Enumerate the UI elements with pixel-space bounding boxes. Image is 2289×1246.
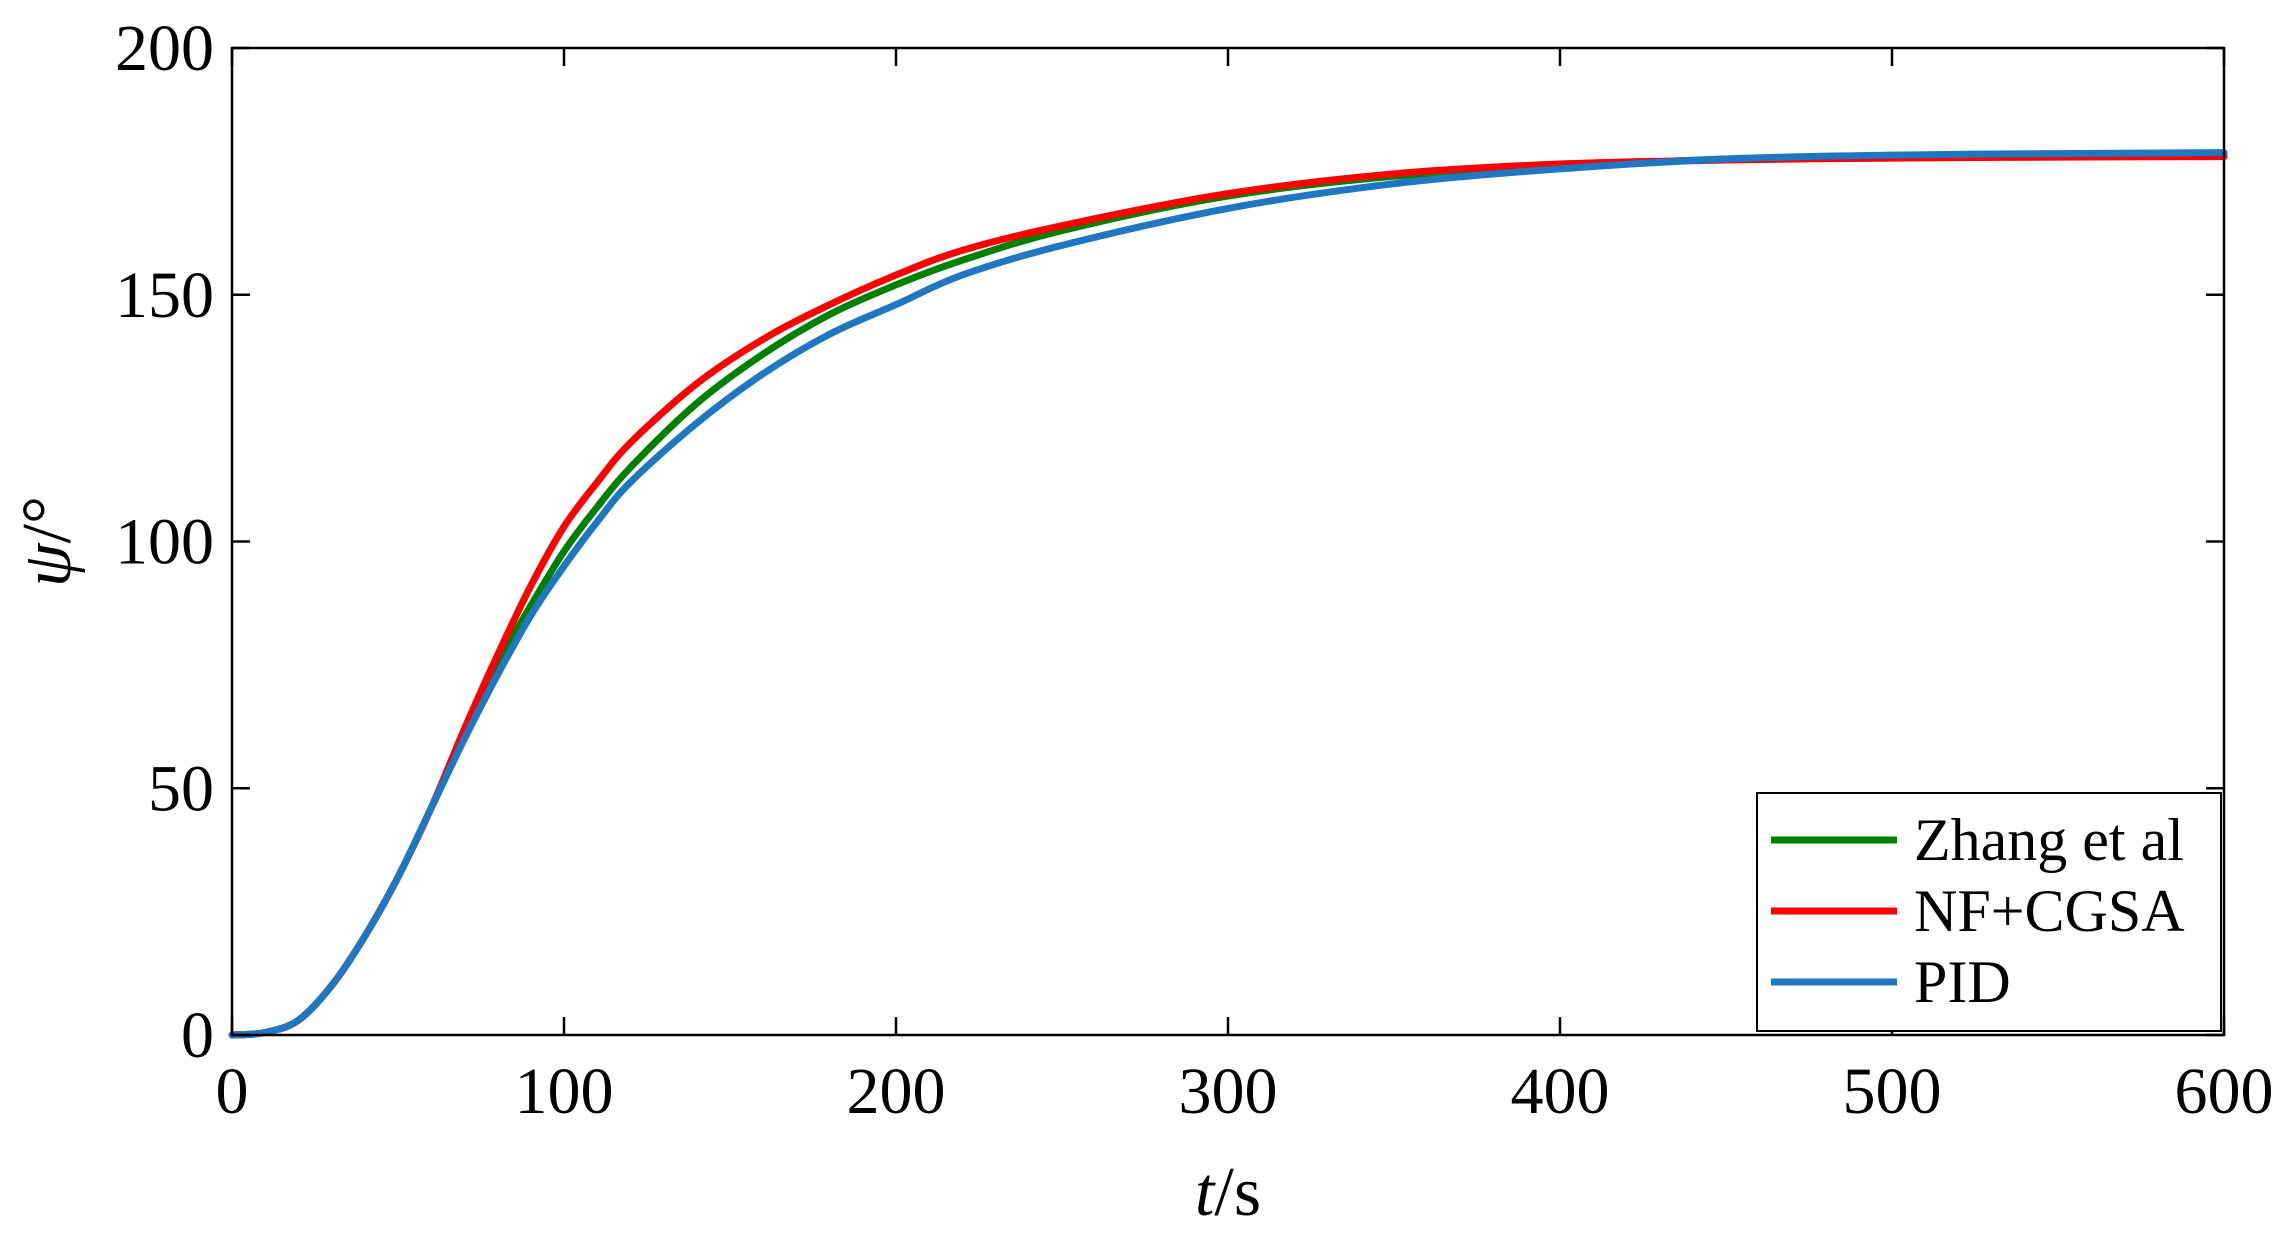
legend-label-nf-cgsa: NF+CGSA bbox=[1914, 878, 2185, 944]
y-axis-variable: ψ bbox=[9, 542, 86, 587]
legend-label-pid: PID bbox=[1914, 949, 2011, 1015]
x-tick-label: 200 bbox=[847, 1055, 946, 1128]
x-tick-label: 0 bbox=[216, 1055, 249, 1128]
x-axis-unit: /s bbox=[1214, 1154, 1261, 1231]
x-axis-label: t/s bbox=[1195, 1154, 1261, 1231]
y-axis-label: ψ/° bbox=[9, 496, 86, 587]
x-tick-label: 400 bbox=[1511, 1055, 1610, 1128]
y-tick-label: 50 bbox=[148, 752, 214, 825]
y-tick-label: 100 bbox=[115, 506, 214, 579]
y-tick-label: 0 bbox=[181, 999, 214, 1072]
legend-label-zhang: Zhang et al bbox=[1914, 807, 2184, 873]
legend: Zhang et al NF+CGSA PID bbox=[1756, 792, 2222, 1032]
x-axis-variable: t bbox=[1195, 1154, 1216, 1231]
x-tick-label: 500 bbox=[1843, 1055, 1942, 1128]
x-tick-label: 600 bbox=[2175, 1055, 2274, 1128]
x-tick-label: 100 bbox=[515, 1055, 614, 1128]
y-tick-label: 150 bbox=[115, 259, 214, 332]
x-tick-label: 300 bbox=[1179, 1055, 1278, 1128]
plot-series-group bbox=[228, 149, 2228, 1039]
axis-ticks-group bbox=[230, 46, 2226, 1037]
y-axis-unit: /° bbox=[9, 496, 86, 543]
tick-labels-group: 0 100 200 300 400 500 600 0 50 100 150 200 bbox=[115, 12, 2274, 1128]
series-line-pid bbox=[228, 149, 2228, 1039]
y-tick-label: 200 bbox=[115, 12, 214, 85]
